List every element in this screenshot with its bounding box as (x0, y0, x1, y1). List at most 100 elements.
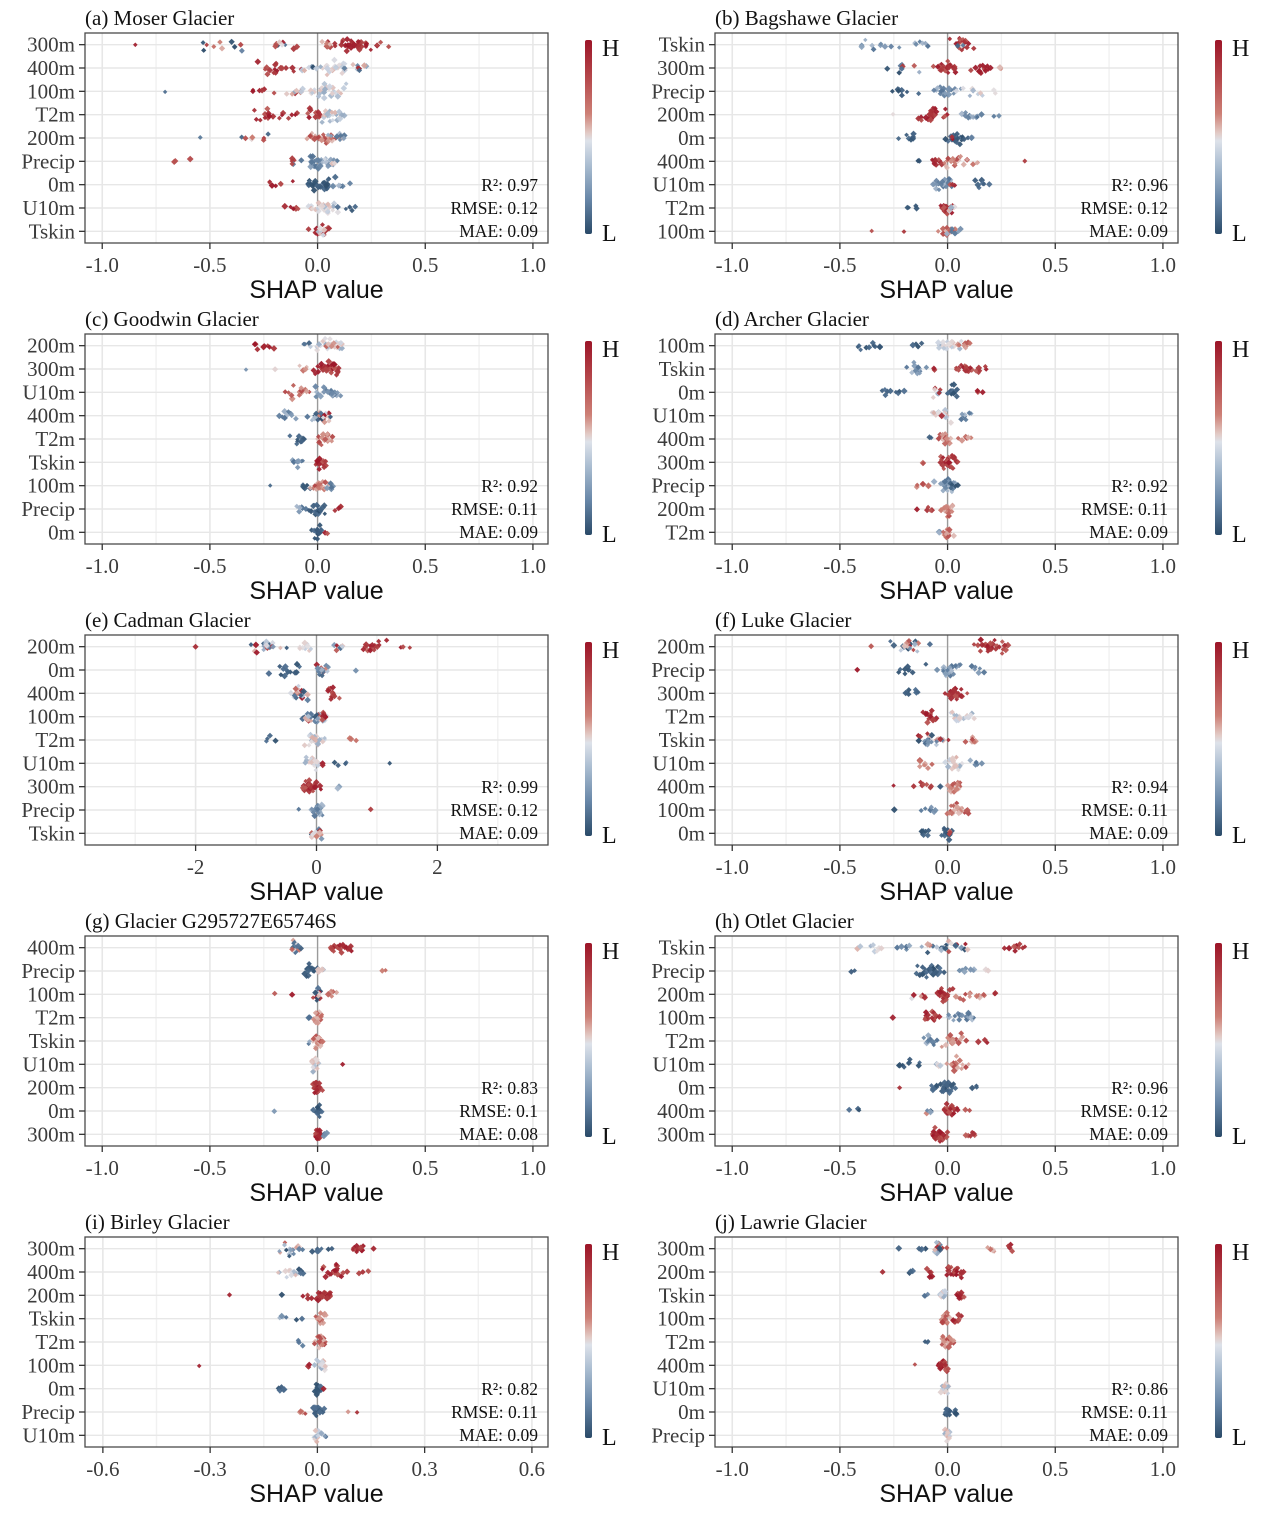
shap-point (887, 387, 894, 395)
shap-point (942, 945, 949, 952)
y-axis-label: 100m (27, 79, 75, 103)
shap-point (898, 92, 905, 99)
y-axis-label: U10m (653, 173, 706, 197)
metric-r2: R²: 0.99 (481, 777, 538, 797)
shap-point (332, 64, 340, 71)
shap-point (958, 1275, 964, 1281)
shap-point (939, 1342, 945, 1347)
shap-point (916, 69, 922, 75)
shap-point (277, 663, 283, 669)
shap-point (974, 160, 980, 166)
shap-point (309, 527, 315, 533)
shap-point (315, 1433, 321, 1439)
shap-point (960, 161, 967, 168)
shap-point (319, 203, 326, 210)
shap-point (310, 788, 316, 794)
metric-r2: R²: 0.86 (1111, 1379, 1168, 1399)
y-axis-label: 200m (27, 334, 75, 358)
beeswarm-points (192, 637, 413, 842)
shap-point (282, 1242, 287, 1248)
shap-point (946, 64, 952, 71)
panel-plot-i: (i) Birley Glacier -0.6 -0.3 0.0 0.3 0.6 300m4… (21, 1210, 619, 1508)
shap-point (337, 946, 343, 953)
x-tick-label: 0.5 (1042, 1156, 1068, 1180)
shap-point (939, 230, 947, 237)
shap-point (306, 507, 312, 513)
metric-rmse: RMSE: 0.12 (1080, 198, 1168, 218)
shap-point (956, 1316, 962, 1323)
shap-point (172, 158, 179, 164)
y-axis-label: 300m (657, 681, 705, 705)
shap-point (238, 47, 245, 54)
shap-point (906, 638, 912, 644)
y-axis-label: T2m (665, 520, 705, 544)
shap-point (304, 967, 312, 975)
shap-point (317, 392, 324, 400)
panel-plot-b: (b) Bagshawe Glacier -1.0 -0.5 0.0 0.5 1.0 Tsk… (651, 6, 1249, 304)
colorbar-high-label: H (602, 1240, 619, 1266)
shap-point (942, 1361, 948, 1368)
shap-point (305, 972, 312, 979)
y-axis-label: Precip (21, 149, 75, 173)
shap-point (925, 827, 932, 834)
x-tick-label: -1.0 (86, 1156, 119, 1180)
shap-point (322, 1363, 328, 1369)
shap-point (911, 62, 918, 69)
panel-plot-d: (d) Archer Glacier-1.0 -0.5 0.0 0.5 1.0100mT… (651, 307, 1249, 605)
shap-point (962, 1132, 969, 1139)
shap-point (951, 1338, 957, 1344)
shap-point (924, 1108, 930, 1113)
shap-point (971, 968, 976, 973)
shap-point (925, 1291, 931, 1297)
y-axis-label: 200m (657, 982, 705, 1006)
shap-point (338, 340, 344, 346)
shap-point (211, 44, 217, 50)
shap-point (949, 689, 956, 696)
shap-point (931, 160, 938, 167)
y-axis-label: T2m (35, 1330, 75, 1354)
shap-point (320, 338, 326, 344)
shap-point (279, 112, 285, 118)
shap-point (336, 695, 342, 701)
shap-point (321, 115, 327, 121)
shap-point (964, 946, 971, 953)
panel-plot-c: (c) Goodwin Glacier -1.0 -0.5 0.0 0.5 1.0 200m… (21, 307, 619, 605)
shap-point (281, 202, 289, 210)
shap-point (954, 1272, 959, 1277)
shap-point (913, 203, 919, 209)
shap-point (948, 1106, 953, 1112)
shap-point (290, 179, 295, 184)
shap-point (979, 641, 986, 648)
shap-point (963, 1016, 970, 1023)
shap-point (941, 1079, 948, 1087)
x-tick-label: 1.0 (520, 253, 546, 277)
shap-point (318, 360, 325, 368)
shap-point (965, 114, 972, 121)
shap-point (336, 115, 344, 123)
shap-point (295, 433, 303, 440)
x-tick-label: 0.5 (1042, 554, 1068, 578)
shap-point (1022, 158, 1028, 164)
shap-point (939, 461, 947, 469)
shap-point (283, 91, 290, 97)
shap-point (313, 410, 320, 417)
y-axis-label: 0m (678, 821, 705, 845)
shap-point (327, 414, 333, 420)
shap-point (933, 1082, 940, 1089)
shap-point (243, 367, 249, 372)
shap-point (937, 1365, 944, 1372)
shap-point (922, 114, 930, 121)
panel-title: (e) Cadman Glacier (85, 608, 251, 632)
shap-point (959, 693, 965, 699)
shap-point (923, 1265, 931, 1272)
shap-point (928, 732, 936, 739)
y-axis-label: 400m (27, 681, 75, 705)
shap-point (941, 668, 946, 674)
shap-point (945, 1320, 950, 1325)
y-axis-label: 200m (657, 497, 705, 521)
x-tick-label: 0.5 (412, 253, 438, 277)
shap-point (303, 785, 309, 790)
shap-point (261, 647, 267, 653)
shap-point (329, 109, 335, 115)
shap-point (242, 135, 249, 142)
